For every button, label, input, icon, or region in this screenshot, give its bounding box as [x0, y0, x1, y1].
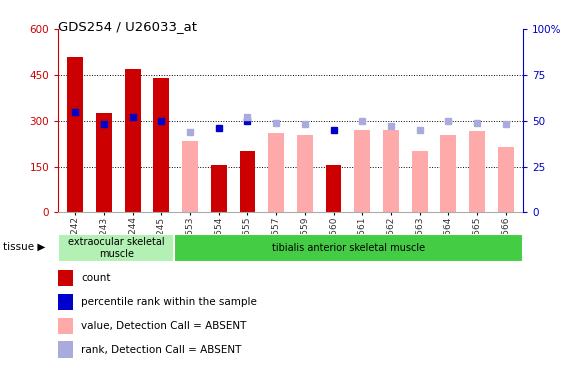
- Bar: [182, 141, 198, 212]
- Text: extraocular skeletal
muscle: extraocular skeletal muscle: [68, 237, 164, 259]
- Bar: [67, 57, 83, 212]
- Bar: [383, 130, 399, 212]
- Text: tibialis anterior skeletal muscle: tibialis anterior skeletal muscle: [272, 243, 425, 253]
- Bar: [211, 165, 227, 212]
- Bar: [125, 69, 141, 212]
- Bar: [498, 147, 514, 212]
- Text: rank, Detection Call = ABSENT: rank, Detection Call = ABSENT: [81, 344, 242, 355]
- Text: count: count: [81, 273, 111, 283]
- Text: value, Detection Call = ABSENT: value, Detection Call = ABSENT: [81, 321, 247, 331]
- Bar: [268, 133, 284, 212]
- Bar: [354, 130, 370, 212]
- Bar: [96, 113, 112, 212]
- Bar: [325, 165, 342, 212]
- Bar: [297, 134, 313, 212]
- Text: tissue ▶: tissue ▶: [3, 242, 45, 252]
- Bar: [469, 131, 485, 212]
- Bar: [58, 234, 174, 262]
- Bar: [440, 134, 456, 212]
- Text: percentile rank within the sample: percentile rank within the sample: [81, 297, 257, 307]
- Bar: [174, 234, 523, 262]
- Bar: [239, 151, 256, 212]
- Bar: [412, 151, 428, 212]
- Text: GDS254 / U26033_at: GDS254 / U26033_at: [58, 20, 197, 33]
- Bar: [153, 78, 169, 212]
